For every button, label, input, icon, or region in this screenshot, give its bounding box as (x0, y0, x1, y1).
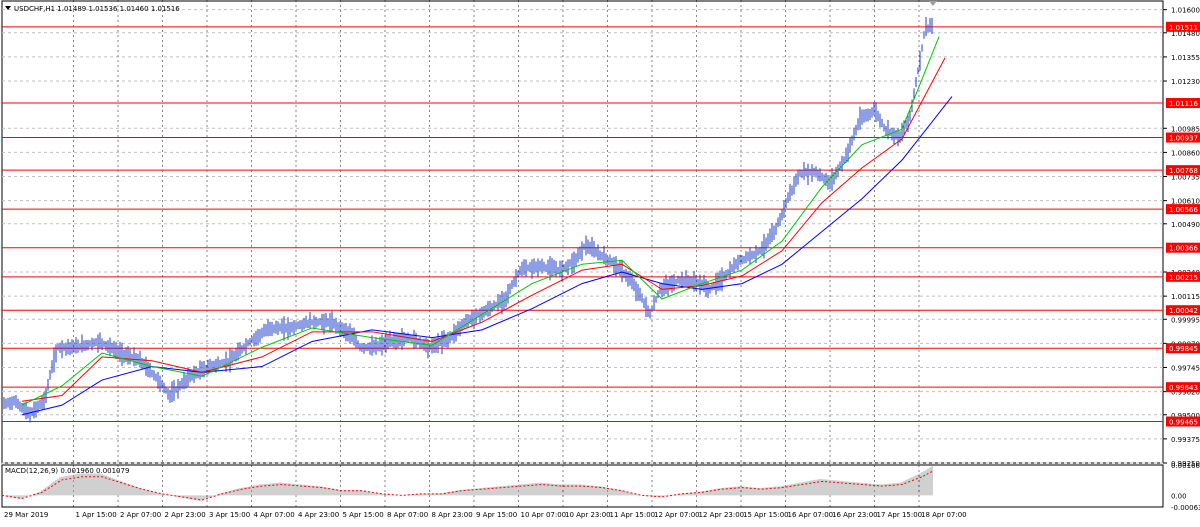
level-label: 1.00566 (1169, 206, 1198, 214)
y-tick-label: 1.00985 (1171, 125, 1200, 133)
level-label-bg (1166, 416, 1200, 427)
level-label-bg (1166, 165, 1200, 176)
y-tick-label: 1.00490 (1171, 221, 1200, 229)
level-label: 0.99465 (1169, 419, 1198, 427)
x-tick-label: 12 Apr 07:00 (654, 511, 700, 519)
x-tick-label: 2 Apr 07:00 (120, 511, 161, 519)
y-tick-label: 1.00735 (1171, 174, 1200, 182)
macd-signal-line (1, 470, 935, 501)
y-tick-label: 1.01600 (1171, 7, 1200, 15)
x-tick-label: 8 Apr 23:00 (432, 511, 473, 519)
level-label-bg (1166, 343, 1200, 354)
level-label-bg (1166, 204, 1200, 215)
y-tick-label: 1.01355 (1171, 54, 1200, 62)
y-tick-label: 0.99250 (1171, 460, 1200, 468)
x-tick-label: 11 Apr 15:00 (610, 511, 656, 519)
x-tick-label: 17 Apr 15:00 (877, 511, 923, 519)
level-label: 1.01116 (1169, 100, 1198, 108)
moving-average-green (21, 36, 940, 406)
level-label: 1.00215 (1169, 274, 1198, 282)
level-label: 0.99845 (1169, 345, 1198, 353)
level-label-bg (1166, 132, 1200, 143)
x-tick-label: 8 Apr 07:00 (387, 511, 428, 519)
level-label: 1.00768 (1169, 167, 1198, 175)
y-tick-label: 1.00115 (1171, 293, 1200, 301)
level-label-bg (1166, 271, 1200, 282)
level-label-bg (1166, 21, 1200, 32)
x-tick-label: 18 Apr 07:00 (921, 511, 967, 519)
x-tick-label: 1 Apr 15:00 (76, 511, 117, 519)
x-tick-label: 9 Apr 15:00 (476, 511, 517, 519)
level-label: 1.00937 (1169, 135, 1198, 143)
x-tick-label: 15 Apr 15:00 (743, 511, 789, 519)
level-label-bg (1166, 305, 1200, 316)
x-tick-label: 16 Apr 23:00 (832, 511, 878, 519)
level-label: 1.01511 (1169, 24, 1198, 32)
x-tick-label: 4 Apr 23:00 (298, 511, 339, 519)
chart-title: USDCHF,H1 1.01489 1.01536 1.01460 1.0151… (14, 5, 180, 13)
y-tick-label: 0.99620 (1171, 389, 1200, 397)
level-label-bg (1166, 242, 1200, 253)
level-label: 1.00042 (1169, 307, 1198, 315)
x-tick-label: 12 Apr 23:00 (699, 511, 745, 519)
collapse-icon[interactable] (5, 6, 11, 10)
x-tick-label: 2 Apr 23:00 (165, 511, 206, 519)
y-tick-label: 0.99375 (1171, 436, 1200, 444)
level-label: 1.00366 (1169, 245, 1198, 253)
moving-average-blue (21, 96, 953, 416)
main-plot-frame (1, 0, 1164, 464)
level-label-bg (1166, 98, 1200, 109)
y-tick-label: 0.99500 (1171, 412, 1200, 420)
x-tick-label: 16 Apr 07:00 (788, 511, 834, 519)
x-tick-label: 4 Apr 07:00 (254, 511, 295, 519)
macd-title: MACD(12,26,9) 0.001960 0.001079 (5, 467, 129, 475)
x-tick-label: 3 Apr 15:00 (209, 511, 250, 519)
y-tick-label: 0.99745 (1171, 365, 1200, 373)
x-tick-label: 5 Apr 15:00 (343, 511, 384, 519)
y-tick-label: 1.01230 (1171, 78, 1200, 86)
macd-y-tick-label: 0.001665 (1171, 462, 1200, 470)
chart-shift-icon[interactable] (929, 1, 937, 6)
moving-average-red (21, 57, 946, 402)
x-tick-label: 29 Mar 2019 (4, 511, 48, 519)
macd-y-tick-label: 0.00 (1171, 492, 1187, 500)
y-tick-label: 1.00860 (1171, 149, 1200, 157)
x-tick-label: 10 Apr 23:00 (565, 511, 611, 519)
level-label-bg (1166, 382, 1200, 393)
level-label: 0.99643 (1169, 384, 1198, 392)
macd-y-tick-label: -0.000637 (1171, 504, 1200, 512)
y-tick-label: 1.01480 (1171, 30, 1200, 38)
y-tick-label: 0.99995 (1171, 316, 1200, 324)
y-tick-label: 1.00610 (1171, 198, 1200, 206)
x-tick-label: 10 Apr 07:00 (521, 511, 567, 519)
